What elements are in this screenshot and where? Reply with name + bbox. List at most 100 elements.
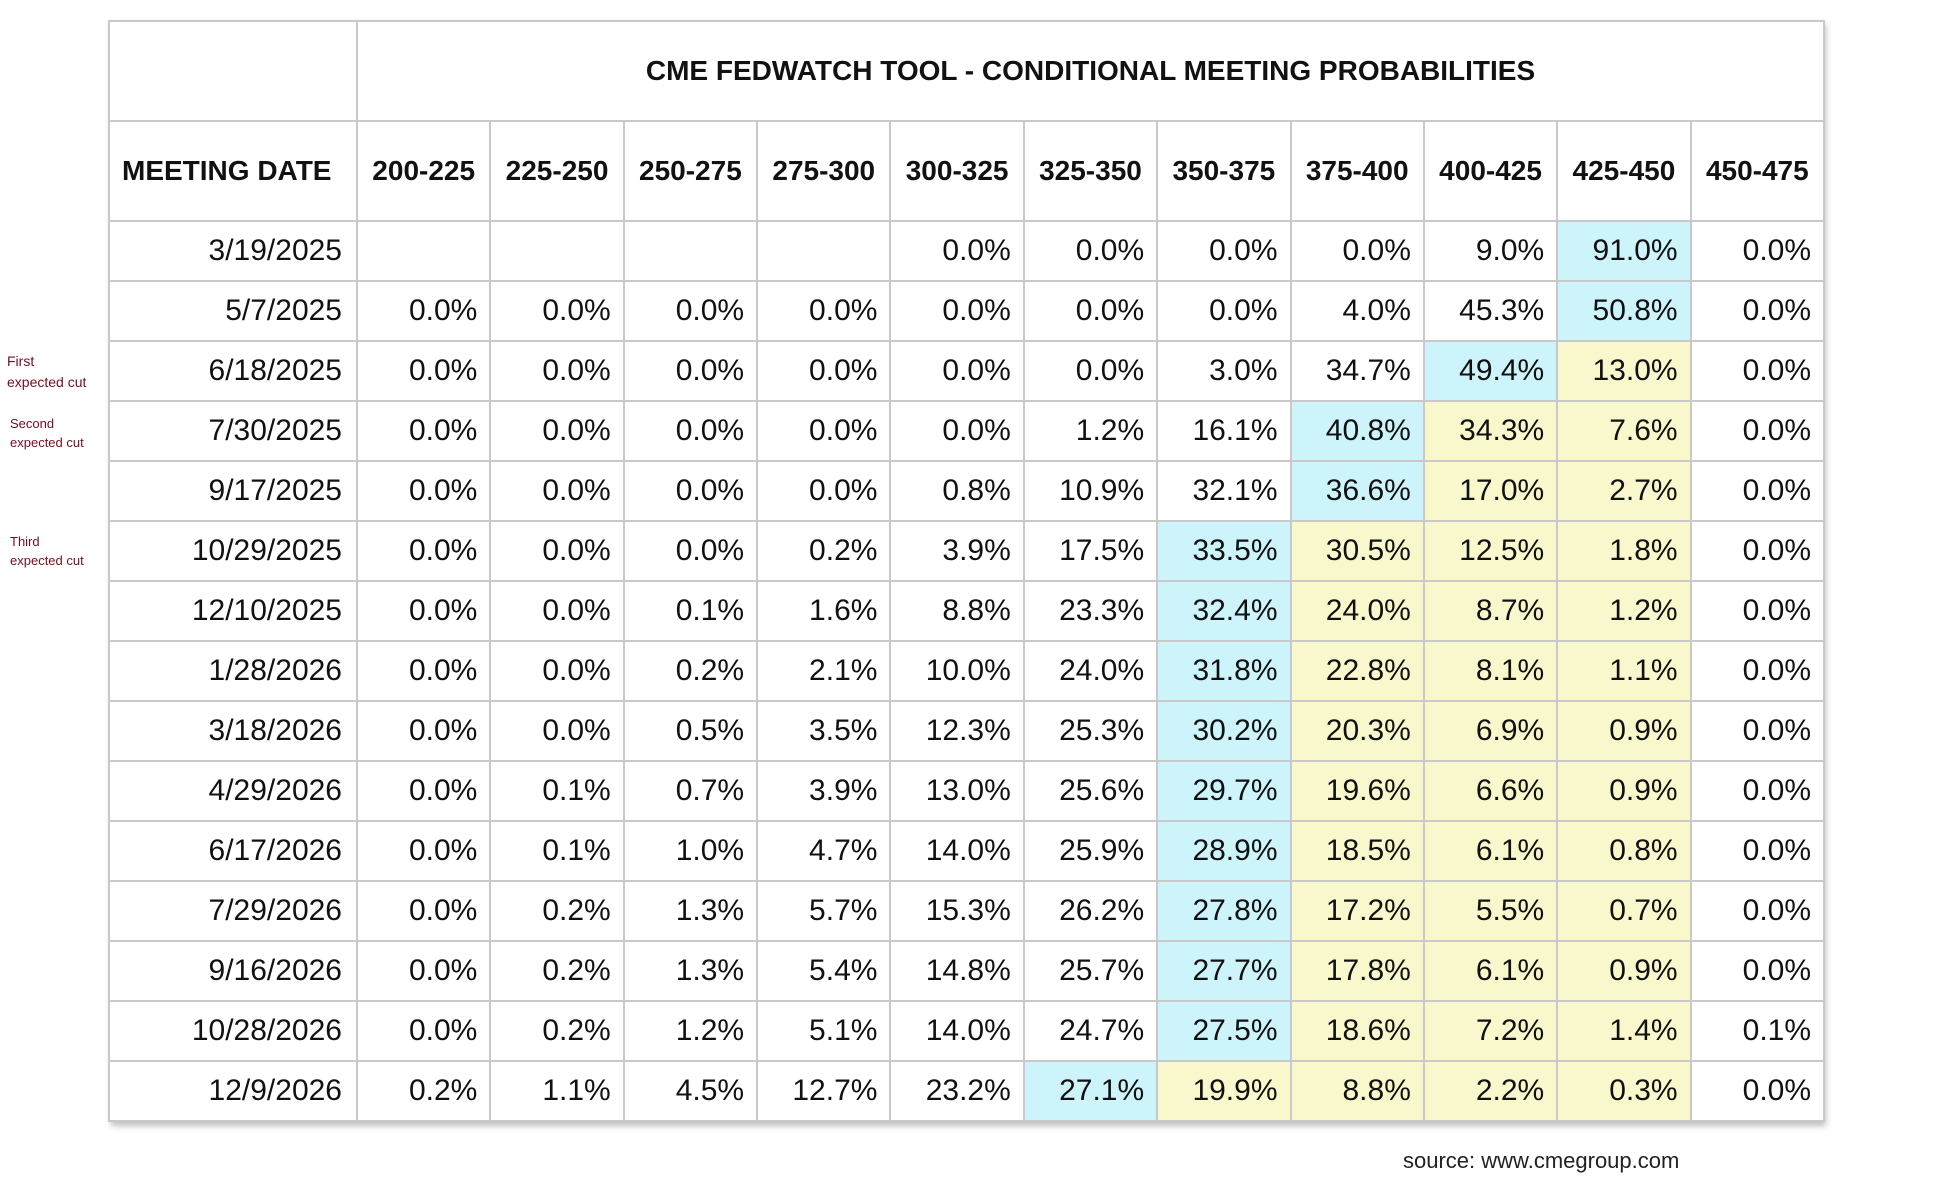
probability-cell: 40.8%	[1289, 400, 1425, 462]
probability-cell: 25.6%	[1022, 760, 1159, 822]
probability-cell: 0.0%	[889, 340, 1025, 402]
probability-cell: 0.1%	[1689, 1000, 1826, 1062]
probability-cell: 15.3%	[889, 880, 1025, 942]
second-cut-annotation: Second expected cut	[10, 414, 84, 452]
probability-cell: 0.1%	[489, 760, 625, 822]
probability-cell: 0.0%	[489, 520, 625, 582]
probability-cell: 34.7%	[1289, 340, 1425, 402]
meeting-date-cell: 4/29/2026	[108, 760, 358, 822]
first-cut-annotation-line1: First	[7, 353, 35, 369]
second-cut-annotation-line2: expected cut	[10, 435, 84, 450]
probability-cell: 25.9%	[1022, 820, 1159, 882]
probability-cell: 27.5%	[1156, 1000, 1292, 1062]
rate-range-header: 225-250	[489, 120, 625, 222]
probability-cell: 3.9%	[889, 520, 1025, 582]
probability-cell: 0.0%	[355, 940, 492, 1002]
probability-cell: 0.0%	[622, 460, 759, 522]
table-row: 9/16/2026 0.0% 0.2% 1.3% 5.4% 14.8% 25.7% 27.7%…	[108, 940, 1826, 1002]
rate-range-header: 350-375	[1156, 120, 1292, 222]
probability-cell: 25.3%	[1022, 700, 1159, 762]
probability-cell: 0.0%	[1689, 580, 1826, 642]
meeting-date-cell: 3/19/2025	[108, 220, 358, 282]
probability-cell: 0.0%	[355, 760, 492, 822]
probability-cell: 17.8%	[1289, 940, 1425, 1002]
probability-cell: 14.0%	[889, 820, 1025, 882]
probability-cell: 0.0%	[1689, 880, 1826, 942]
probability-cell: 0.0%	[355, 460, 492, 522]
probability-cell: 1.6%	[756, 580, 892, 642]
table-row: 7/29/2026 0.0% 0.2% 1.3% 5.7% 15.3% 26.2% 27.8%…	[108, 880, 1826, 942]
probability-cell: 18.6%	[1289, 1000, 1425, 1062]
meeting-date-cell: 10/28/2026	[108, 1000, 358, 1062]
probability-cell: 0.3%	[1556, 1060, 1692, 1122]
probability-cell: 0.0%	[1156, 280, 1292, 342]
probability-cell: 0.0%	[889, 400, 1025, 462]
rate-range-header: 400-425	[1422, 120, 1559, 222]
table-body: 3/19/2025 0.0% 0.0% 0.0% 0.0% 9.0% 91.0% 0.0% 5/…	[108, 220, 1826, 1122]
table-row: 10/29/2025 0.0% 0.0% 0.0% 0.2% 3.9% 17.5% 33.5%…	[108, 520, 1826, 582]
rate-range-header: 425-450	[1556, 120, 1692, 222]
probability-cell: 0.0%	[1689, 1060, 1826, 1122]
meeting-date-cell: 9/16/2026	[108, 940, 358, 1002]
probability-cell: 0.0%	[1689, 460, 1826, 522]
probability-cell: 7.6%	[1556, 400, 1692, 462]
probability-cell: 32.1%	[1156, 460, 1292, 522]
probability-cell	[622, 220, 759, 282]
probability-cell: 45.3%	[1422, 280, 1559, 342]
probability-cell: 4.7%	[756, 820, 892, 882]
probability-cell: 0.9%	[1556, 700, 1692, 762]
probability-cell: 3.5%	[756, 700, 892, 762]
probability-cell: 0.0%	[1022, 220, 1159, 282]
probability-cell: 0.0%	[622, 400, 759, 462]
probability-cell: 8.1%	[1422, 640, 1559, 702]
probability-cell: 8.7%	[1422, 580, 1559, 642]
first-cut-annotation: First expected cut	[7, 351, 86, 393]
title-blank-cell	[108, 20, 358, 122]
probability-cell: 0.2%	[622, 640, 759, 702]
probability-cell: 0.0%	[756, 280, 892, 342]
probability-cell: 0.0%	[355, 880, 492, 942]
probability-cell: 27.8%	[1156, 880, 1292, 942]
probability-cell: 10.9%	[1022, 460, 1159, 522]
probability-cell: 5.5%	[1422, 880, 1559, 942]
probability-cell: 5.1%	[756, 1000, 892, 1062]
first-cut-annotation-line2: expected cut	[7, 374, 87, 390]
probability-cell: 1.2%	[622, 1000, 759, 1062]
third-cut-annotation-line1: Third	[10, 534, 40, 549]
rate-range-header: 275-300	[756, 120, 892, 222]
probability-cell: 20.3%	[1289, 700, 1425, 762]
table-row: 12/10/2025 0.0% 0.0% 0.1% 1.6% 8.8% 23.3% 32.4%…	[108, 580, 1826, 642]
probability-cell: 0.0%	[355, 700, 492, 762]
probability-cell: 29.7%	[1156, 760, 1292, 822]
rate-range-header: 375-400	[1289, 120, 1425, 222]
probability-cell: 1.1%	[489, 1060, 625, 1122]
probability-cell: 0.0%	[756, 400, 892, 462]
probability-cell: 0.7%	[1556, 880, 1692, 942]
probability-cell: 31.8%	[1156, 640, 1292, 702]
probability-cell: 2.2%	[1422, 1060, 1559, 1122]
probability-cell: 8.8%	[889, 580, 1025, 642]
probability-cell: 49.4%	[1422, 340, 1559, 402]
probability-cell: 33.5%	[1156, 520, 1292, 582]
probability-cell: 0.9%	[1556, 940, 1692, 1002]
probability-cell: 0.8%	[1556, 820, 1692, 882]
probability-cell: 0.2%	[489, 1000, 625, 1062]
probability-cell: 0.0%	[622, 340, 759, 402]
probability-cell	[355, 220, 492, 282]
probability-cell: 0.0%	[489, 400, 625, 462]
probability-cell: 0.0%	[355, 640, 492, 702]
probability-cell: 0.0%	[622, 280, 759, 342]
rate-range-header: 450-475	[1689, 120, 1826, 222]
probability-cell: 32.4%	[1156, 580, 1292, 642]
probability-cell: 0.0%	[355, 820, 492, 882]
probability-cell: 0.0%	[756, 340, 892, 402]
probability-cell: 0.0%	[355, 1000, 492, 1062]
probability-cell: 19.6%	[1289, 760, 1425, 822]
probability-cell: 0.0%	[489, 700, 625, 762]
probability-cell: 19.9%	[1156, 1060, 1292, 1122]
probability-cell: 12.7%	[756, 1060, 892, 1122]
probability-cell: 14.0%	[889, 1000, 1025, 1062]
probability-cell: 13.0%	[1556, 340, 1692, 402]
probability-cell: 91.0%	[1556, 220, 1692, 282]
probability-cell: 0.0%	[1689, 520, 1826, 582]
